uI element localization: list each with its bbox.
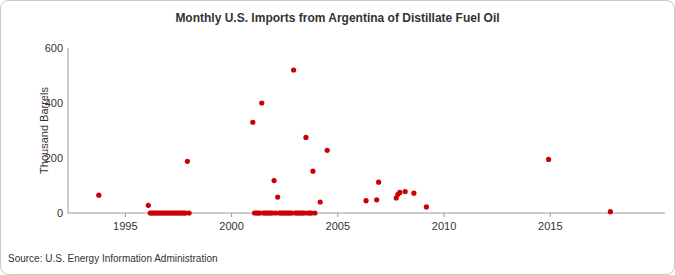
point [312, 210, 317, 215]
frame [1, 1, 675, 275]
x-tick [550, 213, 551, 217]
point [271, 178, 276, 183]
point [608, 209, 613, 214]
chart: Monthly U.S. Imports from Argentina of D… [0, 0, 675, 275]
point [376, 180, 381, 185]
point [303, 135, 308, 140]
x-tick-label: 2010 [432, 220, 456, 232]
x-tick-label: 2015 [538, 220, 562, 232]
point [363, 198, 368, 203]
point [310, 169, 315, 174]
x-tick [231, 213, 232, 217]
point [259, 100, 264, 105]
point [96, 193, 101, 198]
point [411, 191, 416, 196]
point [424, 204, 429, 209]
point [291, 67, 296, 72]
point [374, 197, 379, 202]
y-tick-label: 400 [45, 97, 63, 109]
point [546, 157, 551, 162]
x-tick [125, 213, 126, 217]
point [186, 210, 191, 215]
x-tick-label: 2005 [326, 220, 350, 232]
x-tick-label: 1995 [113, 220, 137, 232]
point [318, 199, 323, 204]
y-tick-label: 600 [45, 42, 63, 54]
point [250, 120, 255, 125]
source: Source: U.S. Energy Information Administ… [8, 253, 218, 264]
x-tick [337, 213, 338, 217]
point [397, 190, 402, 195]
point [185, 159, 190, 164]
plot-area [96, 67, 613, 215]
point [275, 194, 280, 199]
x-tick-label: 2000 [219, 220, 243, 232]
point [146, 203, 151, 208]
y-axis [68, 48, 69, 213]
title: Monthly U.S. Imports from Argentina of D… [175, 11, 499, 25]
point [403, 189, 408, 194]
x-tick [444, 213, 445, 217]
point [325, 148, 330, 153]
y-tick-label: 200 [45, 152, 63, 164]
y-tick-label: 0 [57, 207, 63, 219]
